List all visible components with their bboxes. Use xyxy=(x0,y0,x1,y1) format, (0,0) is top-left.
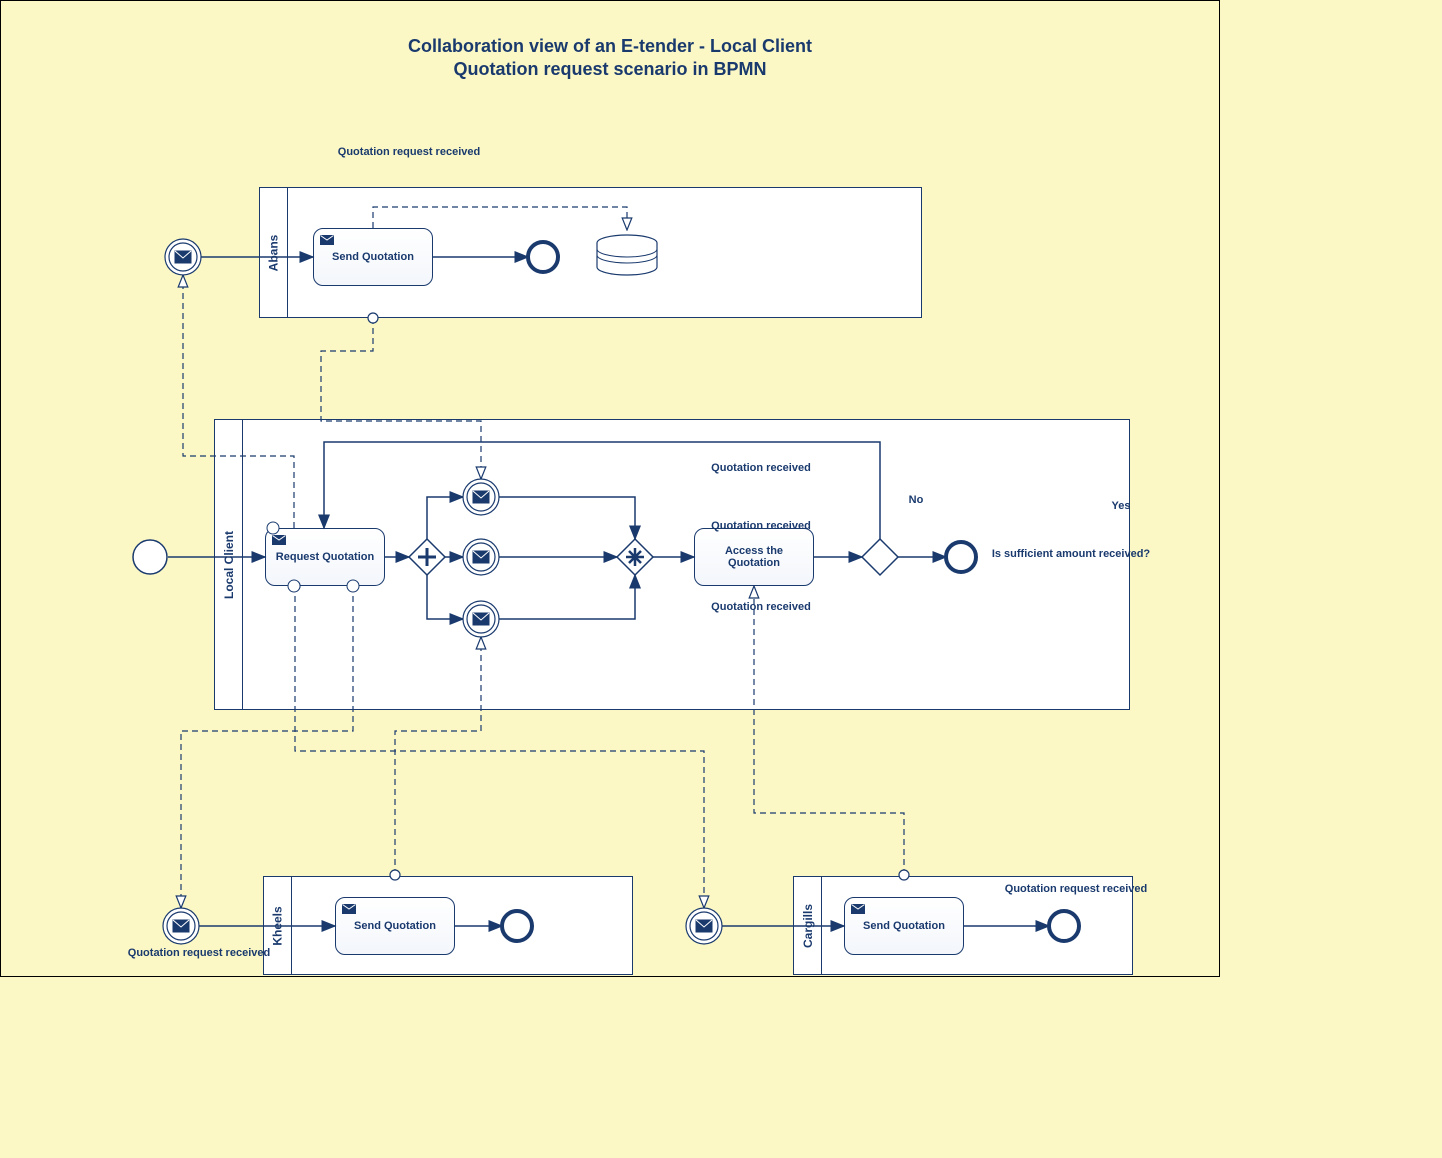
pool-label-kheels: Kheels xyxy=(264,877,292,974)
pool-label-abans: Abans xyxy=(260,188,288,317)
mail-icon xyxy=(320,235,334,245)
label-quotation-received-bot: Quotation received xyxy=(681,601,841,613)
mail-icon xyxy=(342,904,356,914)
pool-label-local-client: Local Client xyxy=(215,420,243,709)
label-yes: Yes xyxy=(1101,500,1141,512)
pool-label-cargills: Cargills xyxy=(794,877,822,974)
label-no: No xyxy=(896,494,936,506)
diagram-title-line2: Quotation request scenario in BPMN xyxy=(1,59,1219,80)
task-send-quotation-abans: Send Quotation xyxy=(313,228,433,286)
mail-icon xyxy=(272,535,286,545)
mail-icon xyxy=(851,904,865,914)
label-quotation-received-top: Quotation received xyxy=(681,462,841,474)
label-quotation-request-received-kheels: Quotation request received xyxy=(119,947,279,959)
task-access-quotation: Access the Quotation xyxy=(694,528,814,586)
diagram-canvas: Collaboration view of an E-tender - Loca… xyxy=(0,0,1220,977)
diagram-title-line1: Collaboration view of an E-tender - Loca… xyxy=(1,36,1219,57)
task-send-quotation-cargills: Send Quotation xyxy=(844,897,964,955)
label-is-sufficient: Is sufficient amount received? xyxy=(991,548,1151,560)
task-send-quotation-kheels: Send Quotation xyxy=(335,897,455,955)
label-quotation-request-received-abans: Quotation request received xyxy=(329,146,489,158)
label-quotation-request-received-cargills: Quotation request received xyxy=(996,883,1156,895)
label-quotation-received-mid: Quotation received xyxy=(681,520,841,532)
task-request-quotation: Request Quotation xyxy=(265,528,385,586)
